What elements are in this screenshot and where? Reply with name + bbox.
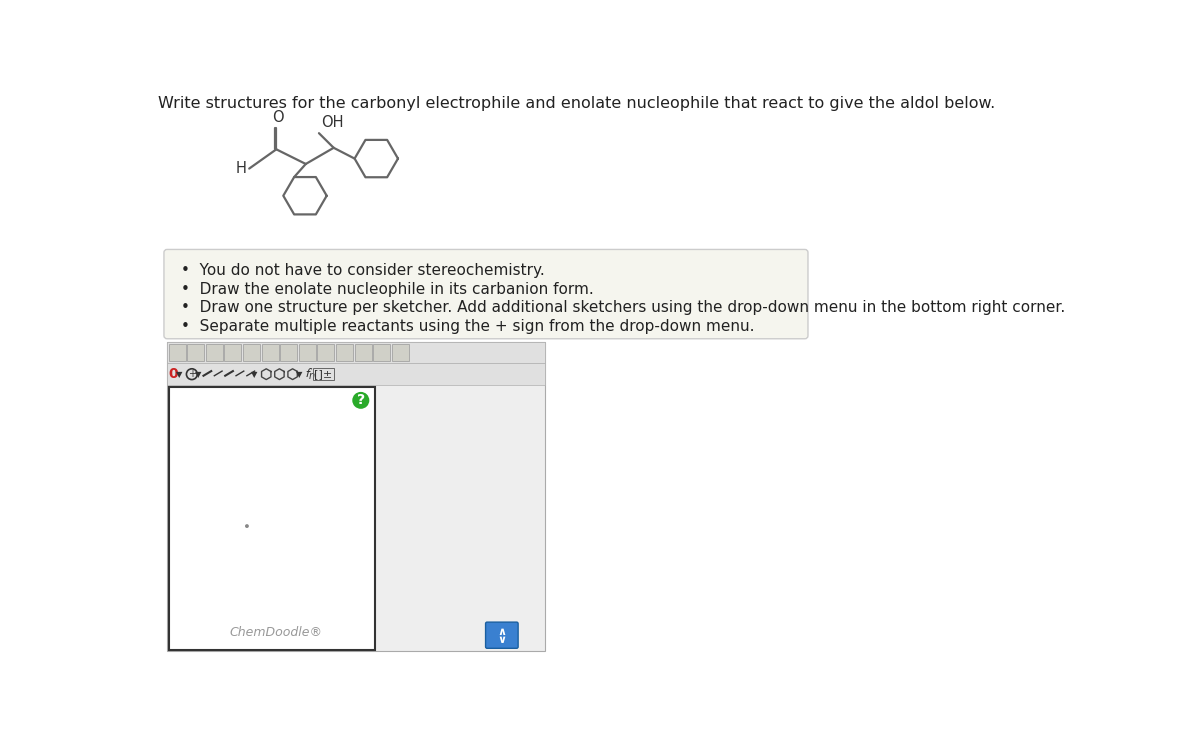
Bar [242, 344, 260, 361]
Bar [167, 363, 545, 385]
Bar [317, 344, 335, 361]
Text: ∨: ∨ [497, 635, 506, 645]
Text: ?: ? [356, 394, 365, 408]
Text: ∧: ∧ [497, 626, 506, 637]
Text: •  You do not have to consider stereochemistry.: • You do not have to consider stereochem… [181, 263, 545, 278]
Text: []±: []± [314, 369, 332, 379]
Bar [355, 344, 372, 361]
Bar [167, 341, 545, 363]
Text: OH: OH [322, 115, 343, 130]
Text: •  Separate multiple reactants using the + sign from the drop-down menu.: • Separate multiple reactants using the … [181, 318, 755, 334]
Bar [391, 344, 409, 361]
Bar [281, 344, 298, 361]
Bar [336, 344, 353, 361]
Bar [168, 344, 186, 361]
Text: 0: 0 [168, 368, 178, 381]
Text: ▼: ▼ [176, 370, 182, 379]
Text: O: O [272, 110, 283, 126]
Text: H: H [236, 161, 247, 176]
FancyBboxPatch shape [164, 249, 808, 339]
Text: +: + [188, 369, 196, 379]
Bar [299, 344, 316, 361]
Bar [224, 344, 241, 361]
Bar [206, 344, 223, 361]
Text: ▼: ▼ [251, 370, 257, 379]
Text: ChemDoodle®: ChemDoodle® [229, 626, 323, 639]
Circle shape [353, 392, 370, 409]
Bar [262, 344, 278, 361]
Circle shape [245, 524, 248, 528]
Text: Write structures for the carbonyl electrophile and enolate nucleophile that reac: Write structures for the carbonyl electr… [157, 96, 995, 111]
Text: $\mathcal{f}_n$: $\mathcal{f}_n$ [305, 367, 317, 382]
Bar [187, 344, 204, 361]
FancyBboxPatch shape [486, 622, 518, 648]
Bar [373, 344, 390, 361]
Text: ▼: ▼ [295, 370, 302, 379]
Text: •  Draw one structure per sketcher. Add additional sketchers using the drop-down: • Draw one structure per sketcher. Add a… [181, 301, 1066, 315]
Bar [167, 341, 545, 652]
Bar [168, 386, 374, 650]
Text: •  Draw the enolate nucleophile in its carbanion form.: • Draw the enolate nucleophile in its ca… [181, 282, 594, 297]
Text: ▼: ▼ [194, 370, 202, 379]
